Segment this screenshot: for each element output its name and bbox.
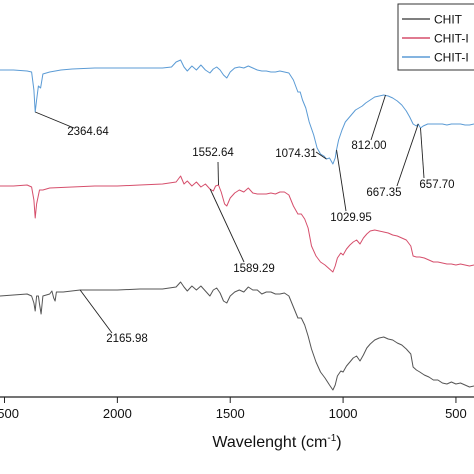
annotation-leader-6: [420, 127, 425, 179]
annotation-label-0: 2364.64: [67, 126, 109, 138]
annotation-label-5: 667.35: [366, 187, 401, 199]
series-line-2: [0, 59, 474, 165]
legend-label-0: CHIT: [434, 13, 463, 27]
legend: CHIT CHIT-I CHIT-I: [397, 3, 474, 71]
annotation-label-2: 1074.31: [275, 148, 317, 160]
x-tick-label-0: 2500: [0, 406, 19, 421]
annotation-leader-5: [396, 123, 419, 187]
annotation-label-6: 657.70: [419, 179, 454, 191]
legend-box: [397, 3, 474, 71]
annotation-layer: 2364.64 1552.64 1074.31 812.00 1029.95 667.35…: [35, 94, 455, 345]
x-tick-label-3: 1000: [329, 406, 358, 421]
x-tick-label-2: 1500: [216, 406, 245, 421]
legend-label-2: CHIT-I: [434, 51, 469, 65]
annotation-leader-8: [79, 289, 113, 334]
annotation-leader-3: [370, 94, 386, 141]
x-tick-label-4: 500: [445, 406, 467, 421]
annotation-leader-0: [35, 111, 75, 129]
annotation-leader-2: [315, 151, 327, 160]
annotation-label-3: 812.00: [351, 140, 386, 152]
annotation-label-7: 1589.29: [233, 263, 275, 275]
annotation-label-8: 2165.98: [106, 333, 148, 345]
series-line-0: [0, 281, 474, 391]
series-line-1: [0, 175, 474, 273]
annotation-leader-7: [209, 188, 245, 263]
annotation-label-4: 1029.95: [330, 212, 372, 224]
annotation-label-1: 1552.64: [192, 147, 234, 159]
plot-series: [0, 59, 474, 391]
annotation-leader-4: [336, 149, 347, 212]
x-axis-ticks: 2500 2000 1500 1000 500: [0, 397, 467, 421]
x-tick-label-1: 2000: [103, 406, 132, 421]
legend-label-1: CHIT-I: [434, 32, 469, 46]
x-axis-title: Wavelenght (cm-1): [212, 433, 341, 451]
